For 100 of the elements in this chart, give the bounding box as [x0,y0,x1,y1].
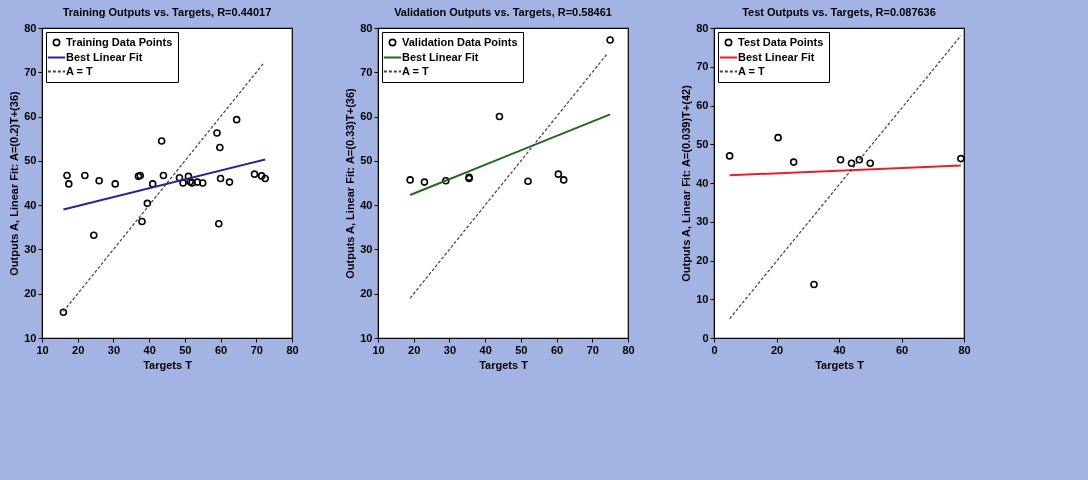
point [64,180,73,188]
point [89,231,98,240]
x-axis-title: Targets T [815,358,865,371]
legend-label: Best Linear Fit [66,50,143,63]
legend-label: Test Data Points [738,35,824,48]
point [554,170,563,178]
x-tick-label: 10 [372,343,385,356]
x-tick-label: 0 [711,343,718,356]
y-tick-label: 30 [696,215,709,228]
legend-label: Best Linear Fit [402,50,479,63]
point [216,143,224,152]
point [111,180,120,188]
legend-label: A = T [738,64,766,77]
legend-label: Validation Data Points [402,35,518,48]
point [774,133,782,142]
x-tick-label: 50 [179,343,192,356]
point [257,172,266,180]
x-tick-label: 50 [515,343,528,356]
point [225,178,234,186]
y-tick-label: 40 [360,198,373,211]
y-tick-label: 30 [360,242,373,255]
y-tick-label: 0 [702,331,709,344]
point [836,155,845,164]
point [148,180,157,188]
point [847,159,856,168]
y-axis-title: Outputs A, Linear Fit: A=(0.039)T+(42) [680,84,693,282]
legend-label: A = T [402,64,430,77]
y-tick-label: 40 [24,198,37,211]
x-tick-label: 40 [143,343,156,356]
y-tick-label: 20 [696,254,709,266]
y-tick-label: 80 [360,21,373,34]
y-tick-label: 20 [360,287,373,300]
y-tick-label: 10 [360,331,373,344]
point [193,178,202,186]
point [184,172,193,181]
y-tick-label: 50 [360,154,373,167]
x-tick-label: 20 [72,343,85,356]
y-tick-label: 60 [360,110,373,123]
point [175,173,184,182]
x-tick-label: 10 [36,343,49,356]
chart-title: Training Outputs vs. Targets, R=0.44017 [62,6,272,18]
point [789,158,798,166]
x-tick-label: 30 [443,343,457,356]
x-tick-label: 70 [250,343,263,356]
point [216,174,225,183]
x-tick-label: 40 [479,343,492,356]
point [855,155,864,164]
y-tick-label: 10 [24,331,37,344]
y-tick-label: 70 [360,65,373,78]
point [406,176,414,184]
x-tick-label: 80 [958,343,971,356]
x-axis-title: Targets T [143,358,193,371]
point [159,171,168,180]
point [63,171,71,180]
x-tick-label: 40 [833,343,846,356]
x-tick-label: 60 [214,343,228,356]
y-tick-label: 60 [696,99,709,111]
point [179,179,187,187]
x-tick-label: 80 [622,343,635,356]
point [138,217,146,226]
legend-label: A = T [66,64,94,77]
x-tick-label: 60 [895,343,909,356]
point [810,280,818,289]
chart-title: Validation Outputs vs. Targets, R=0.58461 [394,6,612,18]
point [442,176,450,185]
x-axis-title: Targets T [479,358,529,371]
y-axis-title: Outputs A, Linear Fit: A=(0.33)T+(36) [344,87,357,279]
legend-label: Best Linear Fit [738,50,815,63]
point [250,170,259,178]
point [95,176,103,185]
x-tick-label: 20 [770,343,784,356]
legend-label: Training Data Points [66,35,173,48]
point [198,179,207,187]
point [725,152,734,160]
y-tick-label: 70 [24,65,37,78]
point [81,171,89,180]
y-tick-label: 70 [696,60,709,73]
chart-title: Test Outputs vs. Targets, R=0.087636 [742,6,936,18]
point [420,178,429,186]
x-tick-label: 60 [550,343,564,356]
point [261,174,270,183]
y-tick-label: 10 [696,292,709,305]
point [957,154,965,163]
point [524,177,532,186]
y-tick-label: 50 [696,137,709,150]
y-axis-title: Outputs A, Linear Fit: A=(0.2)T+(36) [8,90,21,276]
point [143,199,152,208]
y-tick-label: 80 [24,21,37,34]
point [866,159,875,168]
y-tick-label: 80 [696,21,709,34]
x-tick-label: 70 [586,343,599,356]
point [495,112,504,121]
x-tick-label: 20 [408,343,421,356]
x-tick-label: 30 [107,343,121,356]
point [213,129,221,137]
x-tick-label: 80 [286,343,299,356]
y-tick-label: 20 [24,287,37,300]
y-tick-label: 60 [24,110,37,123]
y-tick-label: 50 [24,154,37,167]
point [606,36,614,44]
